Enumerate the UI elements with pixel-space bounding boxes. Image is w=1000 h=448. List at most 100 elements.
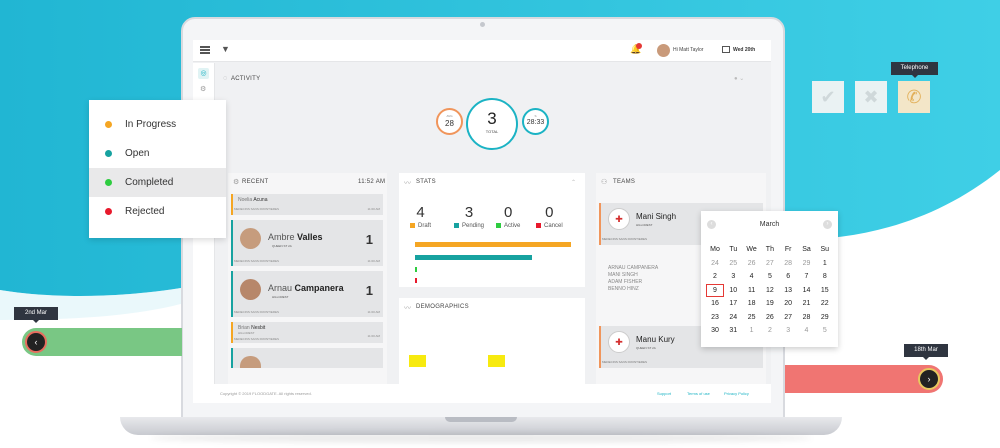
- cross-icon[interactable]: ✖: [855, 81, 887, 113]
- calendar-day[interactable]: 24: [729, 313, 738, 321]
- team-member: ADAM FISHER: [608, 279, 643, 285]
- calendar-day[interactable]: 27: [765, 259, 774, 267]
- calendar-day[interactable]: 28: [784, 259, 793, 267]
- nav-settings-icon[interactable]: ⚙: [200, 86, 207, 93]
- recent-item[interactable]: [231, 348, 383, 368]
- telephone-icon[interactable]: ✆: [898, 81, 930, 113]
- calendar-day[interactable]: 27: [784, 313, 793, 321]
- avg-label: AVG: [446, 114, 453, 118]
- time-value: 28:33: [526, 119, 545, 126]
- avatar: [240, 279, 261, 300]
- calendar-day[interactable]: 20: [784, 300, 793, 307]
- calendar-day[interactable]: 12: [765, 286, 774, 294]
- recent-item[interactable]: Ambre Valles QUEEN ST 2A 1 MEDECINS SANS…: [231, 220, 383, 266]
- date-picker: ‹ March › Mo Tu We Th Fr Sa Su 24 25 26 27 28 29 1 2 3 4…: [701, 211, 838, 347]
- calendar-day[interactable]: 8: [822, 273, 827, 280]
- calendar-day[interactable]: 28: [802, 313, 811, 321]
- legend-item-completed[interactable]: Completed: [89, 168, 226, 197]
- calendar-day[interactable]: 31: [729, 327, 738, 334]
- calendar-day[interactable]: 25: [747, 313, 756, 321]
- recent-item[interactable]: Brian Nesbit HILLCREST MEDECINS SANS FRO…: [231, 322, 383, 343]
- calendar-day[interactable]: 15: [820, 286, 829, 294]
- calendar-day[interactable]: 5: [767, 273, 772, 280]
- weekday-header: Tu: [729, 246, 738, 253]
- recent-item[interactable]: Noelia Acuna MEDECINS SANS FRONTIERES 11…: [231, 194, 383, 215]
- calendar-day[interactable]: 6: [786, 273, 791, 280]
- stat-bar-draft: [415, 242, 571, 247]
- stat-bar-pending: [415, 255, 532, 260]
- recent-item-count: 1: [365, 232, 373, 247]
- user-avatar[interactable]: [657, 44, 670, 57]
- calendar-day[interactable]: 7: [804, 273, 809, 280]
- activity-options-icon[interactable]: ● ⌄: [734, 76, 745, 82]
- calendar-day[interactable]: 1: [822, 259, 827, 267]
- time-circle: S 28:33: [522, 108, 549, 135]
- support-link[interactable]: Support: [657, 391, 672, 396]
- calendar-day[interactable]: 16: [711, 300, 719, 307]
- terms-link[interactable]: Terms of use: [687, 391, 710, 396]
- timeline-end-bar: ›: [785, 365, 943, 393]
- calendar-day[interactable]: 29: [820, 313, 829, 321]
- notification-icon[interactable]: 🔔: [630, 44, 642, 54]
- calendar-day[interactable]: 19: [765, 300, 774, 307]
- calendar-day[interactable]: 26: [765, 313, 774, 321]
- legend-label: Completed: [125, 177, 174, 188]
- calendar-day[interactable]: 10: [729, 286, 738, 294]
- weekday-header: Sa: [802, 246, 811, 253]
- status-bar: [231, 348, 233, 368]
- status-bar: [231, 271, 233, 317]
- recent-item-name: Arnau Campanera: [268, 283, 344, 293]
- calendar-day[interactable]: 23: [711, 313, 719, 321]
- status-bar: [599, 326, 601, 368]
- calendar-day[interactable]: 2: [713, 273, 717, 280]
- recent-item-time: 11:00 AM: [367, 259, 380, 263]
- next-arrow-button[interactable]: ›: [918, 368, 940, 390]
- filter-icon[interactable]: ▼: [221, 44, 230, 54]
- privacy-link[interactable]: Privacy Policy: [724, 391, 749, 396]
- stat-value: 4: [416, 204, 425, 221]
- menu-icon[interactable]: [200, 46, 210, 54]
- calendar-day[interactable]: 9: [706, 283, 724, 297]
- calendar-day[interactable]: 5: [822, 327, 827, 334]
- calendar-day[interactable]: 2: [767, 327, 772, 334]
- legend-item-open[interactable]: Open: [89, 139, 226, 168]
- legend-swatch: [410, 223, 415, 228]
- check-icon[interactable]: ✔: [812, 81, 844, 113]
- prev-arrow-button[interactable]: ‹: [25, 331, 47, 353]
- calendar-day[interactable]: 26: [747, 259, 756, 267]
- calendar-day[interactable]: 22: [820, 300, 829, 307]
- recent-item-org: MEDECINS SANS FRONTIERES: [234, 337, 280, 341]
- laptop-notch: [445, 417, 517, 422]
- recent-item-name: Noelia Acuna: [238, 197, 268, 203]
- calendar-day[interactable]: 17: [729, 300, 738, 307]
- stats-collapse-icon[interactable]: ⌃: [571, 180, 577, 186]
- calendar-day[interactable]: 3: [786, 327, 791, 334]
- calendar-day[interactable]: 29: [802, 259, 811, 267]
- status-dot: [105, 150, 112, 157]
- calendar-day[interactable]: 11: [747, 286, 756, 294]
- calendar-day[interactable]: 1: [749, 327, 754, 334]
- calendar-day[interactable]: 18: [747, 300, 756, 307]
- legend-item-rejected[interactable]: Rejected: [89, 197, 226, 226]
- calendar-day[interactable]: 4: [749, 273, 754, 280]
- recent-item-name: Brian Nesbit: [238, 325, 266, 331]
- status-bar: [231, 220, 233, 266]
- stat-value: 3: [464, 204, 474, 221]
- calendar-day[interactable]: 30: [711, 327, 719, 334]
- calendar-day[interactable]: 25: [729, 259, 738, 267]
- next-month-button[interactable]: ›: [823, 220, 832, 229]
- legend-item-in-progress[interactable]: In Progress: [89, 110, 226, 139]
- prev-month-button[interactable]: ‹: [707, 220, 716, 229]
- calendar-day[interactable]: 14: [802, 286, 811, 294]
- calendar-day[interactable]: 13: [784, 286, 793, 294]
- calendar-day[interactable]: 3: [731, 273, 736, 280]
- calendar-day[interactable]: 24: [711, 259, 719, 267]
- recent-item[interactable]: Arnau Campanera HILLCREST 1 MEDECINS SAN…: [231, 271, 383, 317]
- status-bar: [231, 322, 233, 343]
- calendar-day[interactable]: 21: [802, 300, 811, 307]
- calendar-day[interactable]: 4: [804, 327, 809, 334]
- nav-dashboard-icon[interactable]: ◎: [198, 68, 209, 79]
- calendar-icon[interactable]: [722, 46, 730, 53]
- user-greeting[interactable]: Hi Matt Taylor: [673, 47, 704, 53]
- team-name: Mani Singh: [636, 212, 677, 221]
